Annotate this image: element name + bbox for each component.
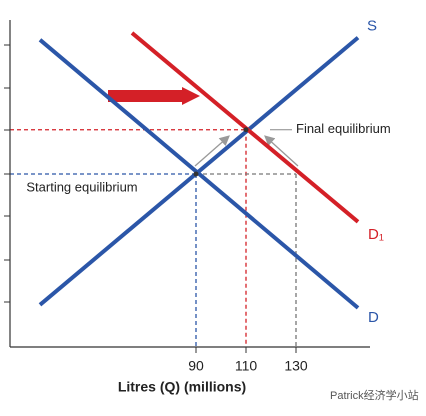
y-axis-ticks bbox=[4, 44, 10, 303]
series-line bbox=[38, 38, 360, 310]
series-label: S bbox=[367, 18, 377, 35]
equilibrium-point bbox=[243, 127, 249, 133]
series-line bbox=[130, 31, 360, 224]
series-label: D bbox=[368, 309, 379, 326]
x-tick-label: 90 bbox=[188, 358, 204, 374]
watermark: Patrick经济学小站 bbox=[330, 388, 419, 402]
annotation: Starting equilibrium bbox=[26, 179, 137, 194]
shift-arrow-body bbox=[108, 90, 184, 102]
x-tick-label: 130 bbox=[284, 358, 308, 374]
annotation: Final equilibrium bbox=[296, 121, 391, 136]
move-arrow bbox=[264, 135, 299, 167]
equilibrium-point bbox=[193, 171, 199, 177]
series-label: D₁ bbox=[368, 226, 384, 243]
move-arrow bbox=[194, 135, 230, 167]
x-tick-label: 110 bbox=[235, 358, 258, 374]
x-axis-label: Litres (Q) (millions) bbox=[118, 379, 246, 395]
